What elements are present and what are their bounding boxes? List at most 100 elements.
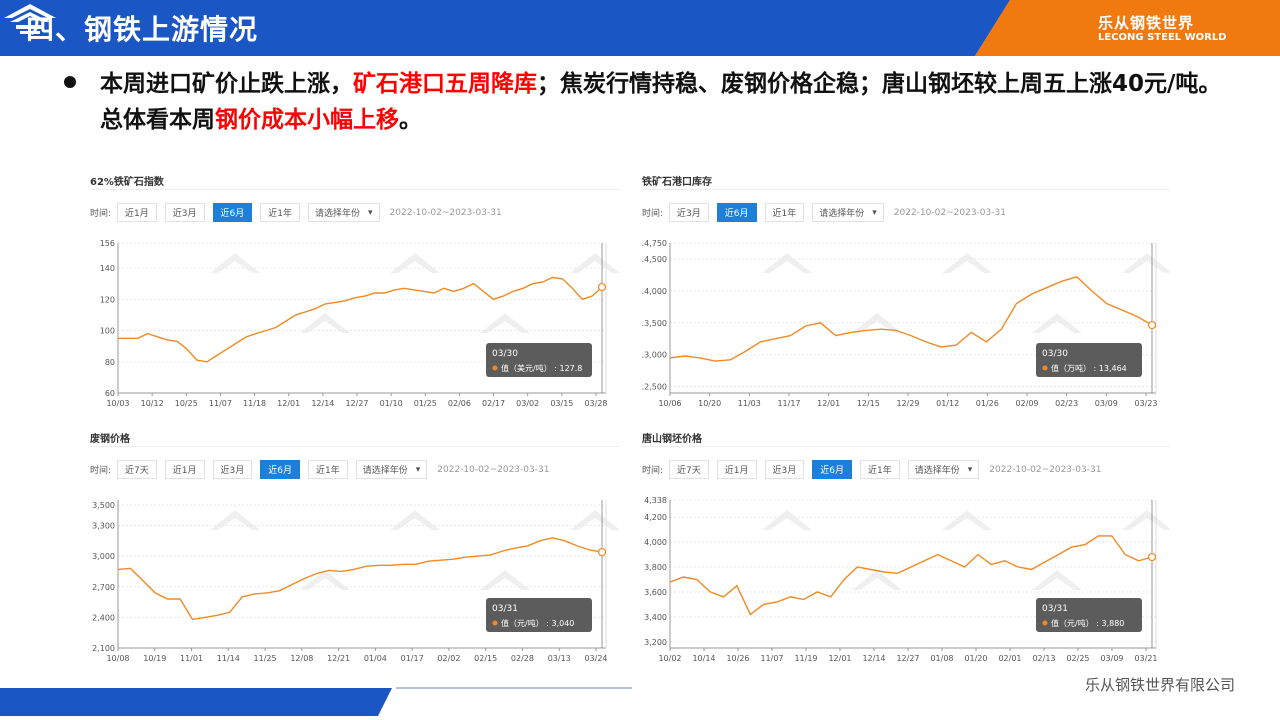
- x-tick-label: 11/07: [760, 654, 783, 663]
- watermark: [762, 253, 1170, 333]
- panel-title: 铁矿石港口库存: [642, 177, 712, 188]
- tooltip-date: 03/31: [1042, 604, 1068, 614]
- tooltip-sep: :: [1094, 619, 1102, 628]
- range-button[interactable]: 近1年: [260, 203, 300, 222]
- range-button[interactable]: 近6月: [212, 203, 253, 222]
- y-tick-label: 14,500: [642, 255, 667, 264]
- x-tick-label: 01/04: [364, 654, 387, 663]
- tooltip-date: 03/31: [492, 604, 518, 614]
- year-select[interactable]: 请选择年份 ▾: [907, 460, 980, 479]
- x-tick-label: 01/26: [976, 399, 999, 408]
- tooltip-value: 值（万吨） : 13,464: [1051, 363, 1127, 373]
- y-tick-label: 60: [105, 389, 115, 398]
- y-tick-label: 3,200: [644, 638, 667, 647]
- summary-highlight-2: 钢价成本小幅上移: [215, 107, 399, 133]
- y-tick-label: 3,500: [92, 501, 115, 510]
- footer-decoration: [0, 687, 632, 716]
- range-button[interactable]: 近6月: [716, 203, 757, 222]
- x-tick-label: 12/29: [896, 399, 919, 408]
- tooltip-number: 3,040: [551, 619, 574, 628]
- x-tick-label: 12/27: [896, 654, 919, 663]
- x-tick-label: 01/20: [964, 654, 987, 663]
- y-tick-label: 4,338: [644, 496, 667, 505]
- range-button[interactable]: 近1月: [164, 460, 205, 479]
- y-tick-label: 3,600: [644, 588, 667, 597]
- x-tick-label: 02/15: [474, 654, 497, 663]
- data-point-marker[interactable]: [1147, 552, 1157, 562]
- y-tick-label: 13,500: [642, 319, 667, 328]
- date-range: 2022-10-02~2023-03-31: [389, 207, 502, 218]
- tooltip-sep: :: [1091, 364, 1099, 373]
- x-tick-label: 03/21: [1134, 654, 1157, 663]
- panel-title: 废钢价格: [90, 434, 130, 445]
- range-button[interactable]: 近1年: [307, 460, 348, 479]
- watermark: [210, 510, 620, 590]
- x-tick-label: 02/23: [1055, 399, 1078, 408]
- panel-title: 唐山钢坯价格: [642, 434, 702, 445]
- range-button[interactable]: 近3月: [669, 203, 709, 222]
- range-button[interactable]: 近3月: [212, 460, 253, 479]
- y-tick-label: 14,000: [642, 287, 667, 296]
- x-tick-label: 02/28: [511, 654, 534, 663]
- x-tick-label: 10/19: [143, 654, 166, 663]
- range-button[interactable]: 近6月: [812, 460, 852, 479]
- x-tick-label: 10/20: [698, 399, 721, 408]
- watermark: [762, 510, 1170, 590]
- summary-part-3: 。: [399, 107, 422, 133]
- x-tick-label: 02/13: [1032, 654, 1055, 663]
- x-tick-label: 12/01: [828, 654, 851, 663]
- lecong-logo-icon: [4, 4, 56, 34]
- tooltip-label: 值（万吨）: [1051, 363, 1091, 373]
- x-tick-label: 12/15: [857, 399, 880, 408]
- range-button[interactable]: 近1月: [117, 203, 157, 222]
- brand-name-cn: 乐从钢铁世界: [1098, 14, 1195, 32]
- year-select[interactable]: 请选择年份 ▾: [812, 203, 884, 222]
- x-tick-label: 03/13: [548, 654, 571, 663]
- time-filter-row: 时间: 近3月 近6月 近1年 请选择年份 ▾ 2022-10-02~2023-03-31: [642, 203, 1006, 222]
- y-tick-label: 80: [105, 358, 115, 367]
- range-button[interactable]: 近6月: [260, 460, 300, 479]
- x-tick-label: 02/25: [1066, 654, 1089, 663]
- tooltip-value: 值（元/吨） : 3,040: [501, 618, 574, 628]
- tooltip-sep: :: [544, 619, 552, 628]
- x-tick-label: 11/01: [180, 654, 203, 663]
- x-tick-label: 10/08: [106, 654, 129, 663]
- bullet-dot: [64, 76, 76, 88]
- range-button[interactable]: 近3月: [764, 460, 805, 479]
- tooltip-sep: :: [552, 364, 560, 373]
- data-point-marker[interactable]: [597, 282, 607, 292]
- value-tooltip: 03/31 值（元/吨） : 3,040: [486, 598, 592, 632]
- year-select[interactable]: 请选择年份 ▾: [307, 203, 380, 222]
- line-chart: 14,750 14,500 14,000 13,500 13,000 12,500 10/0…: [642, 239, 1170, 408]
- year-select[interactable]: 请选择年份 ▾: [355, 460, 428, 479]
- tooltip-label: 值（元/吨）: [501, 618, 544, 628]
- data-point-marker[interactable]: [597, 547, 607, 557]
- y-tick-label: 2,700: [92, 583, 115, 592]
- range-button[interactable]: 近7天: [117, 460, 157, 479]
- x-tick-label: 11/03: [738, 399, 761, 408]
- x-tick-label: 12/01: [277, 399, 300, 408]
- range-button[interactable]: 近3月: [164, 203, 205, 222]
- tooltip-number: 3,880: [1101, 619, 1124, 628]
- range-button[interactable]: 近1月: [716, 460, 757, 479]
- x-tick-label: 12/27: [345, 399, 368, 408]
- page-title: 四、钢铁上游情况: [26, 13, 259, 46]
- header-bar: 四、钢铁上游情况 乐从钢铁世界 LECONG STEEL WORLD: [0, 0, 1280, 56]
- range-button[interactable]: 近1年: [764, 203, 805, 222]
- x-tick-label: 11/25: [254, 654, 277, 663]
- y-tick-label: 13,000: [642, 351, 667, 360]
- range-button[interactable]: 近7天: [669, 460, 709, 479]
- data-point-marker[interactable]: [1147, 320, 1157, 330]
- series-line: [669, 276, 1153, 362]
- tooltip-number: 127.8: [559, 364, 582, 373]
- series-line: [117, 537, 603, 621]
- x-tick-label: 12/08: [290, 654, 313, 663]
- summary-part-1: 本周进口矿价止跌上涨，: [100, 71, 353, 97]
- x-tick-label: 10/03: [106, 399, 129, 408]
- x-tick-label: 11/07: [209, 399, 232, 408]
- range-button[interactable]: 近1年: [859, 460, 900, 479]
- iron-ore-port-inventory-panel: 铁矿石港口库存时间: 近3月 近6月 近1年 请选择年份 ▾ 2022-10-02~202…: [642, 173, 1170, 413]
- time-label: 时间:: [90, 466, 112, 476]
- footer-company: 乐从钢铁世界有限公司: [1085, 676, 1236, 694]
